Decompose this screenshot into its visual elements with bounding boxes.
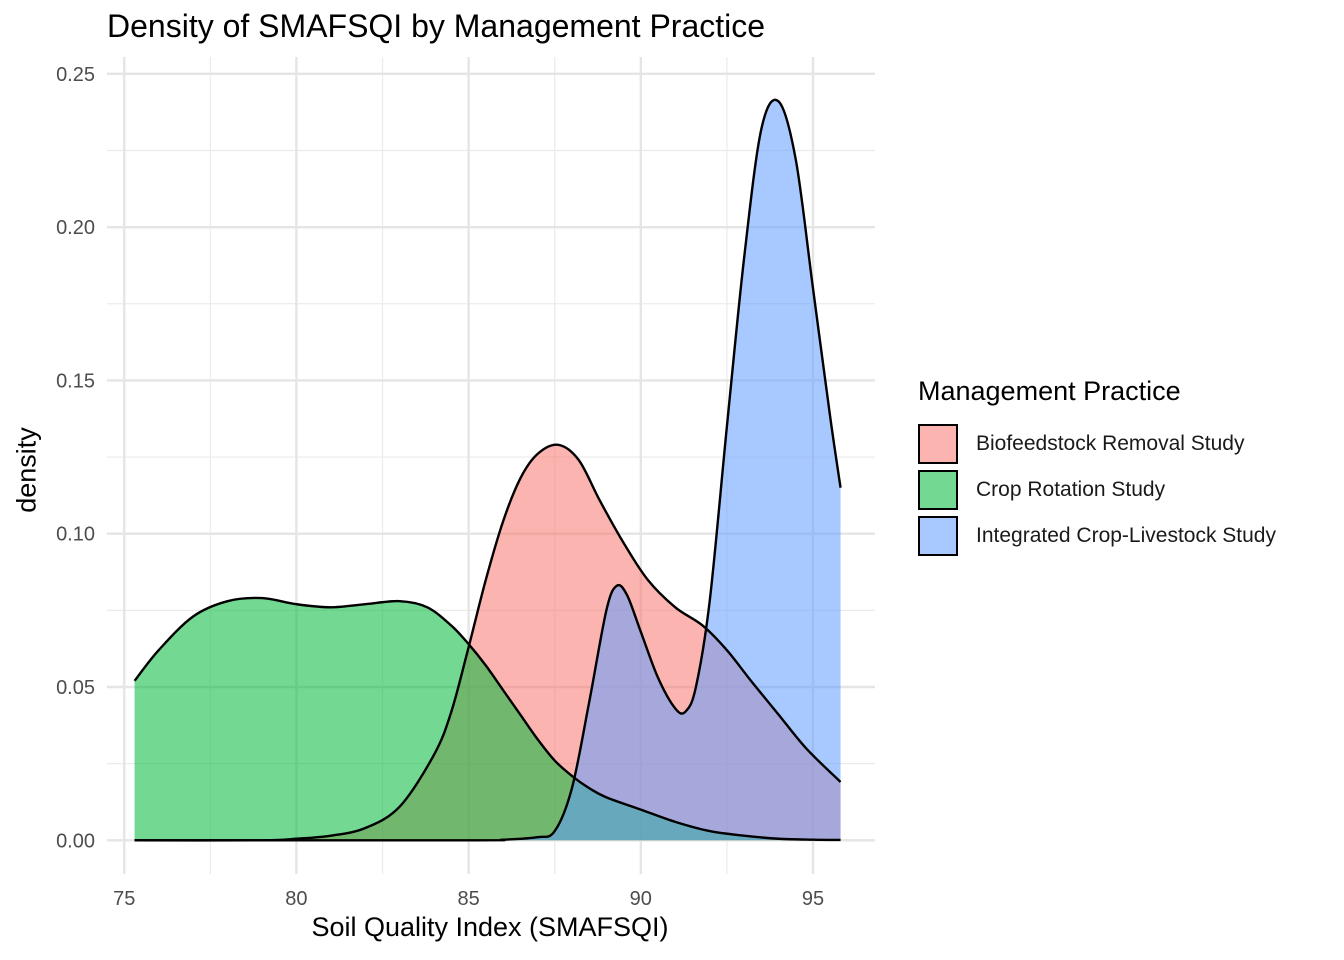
x-tick-label: 80	[285, 888, 307, 910]
chart-title: Density of SMAFSQI by Management Practic…	[107, 8, 766, 44]
y-tick-label: 0.10	[56, 524, 95, 546]
legend-item-integrated: Integrated Crop-Livestock Study	[918, 513, 1276, 559]
legend-label-biofeedstock: Biofeedstock Removal Study	[976, 432, 1245, 455]
legend-item-biofeedstock: Biofeedstock Removal Study	[918, 421, 1276, 467]
line-crop-rotation	[133, 596, 841, 842]
legend: Management Practice Biofeedstock Removal…	[918, 376, 1276, 559]
area-integrated	[134, 99, 841, 841]
x-tick-label: 90	[630, 888, 652, 910]
y-tick-label: 0.00	[56, 830, 95, 852]
density-lines	[133, 98, 842, 842]
legend-key-crop-rotation	[918, 470, 958, 510]
y-tick-label: 0.25	[56, 64, 95, 86]
area-crop-rotation	[134, 597, 841, 841]
legend-label-integrated: Integrated Crop-Livestock Study	[976, 524, 1276, 547]
line-biofeedstock	[134, 443, 842, 842]
x-tick-label: 85	[457, 888, 479, 910]
x-tick-label: 95	[802, 888, 824, 910]
y-axis-title: density	[11, 427, 42, 513]
legend-item-crop-rotation: Crop Rotation Study	[918, 467, 1276, 513]
legend-key-biofeedstock	[918, 424, 958, 464]
x-tick-label: 75	[113, 888, 135, 910]
density-areas	[134, 99, 841, 841]
legend-label-crop-rotation: Crop Rotation Study	[976, 478, 1166, 501]
legend-key-integrated	[918, 516, 958, 556]
axis-tick-labels: 0.00 0.05 0.10 0.15 0.20 0.25 75 80 85 90 95	[56, 64, 824, 910]
y-tick-label: 0.20	[56, 217, 95, 239]
x-axis-title: Soil Quality Index (SMAFSQI)	[311, 912, 669, 942]
line-integrated	[134, 98, 842, 842]
legend-title: Management Practice	[918, 376, 1181, 406]
y-tick-label: 0.15	[56, 370, 95, 392]
y-tick-label: 0.05	[56, 677, 95, 699]
